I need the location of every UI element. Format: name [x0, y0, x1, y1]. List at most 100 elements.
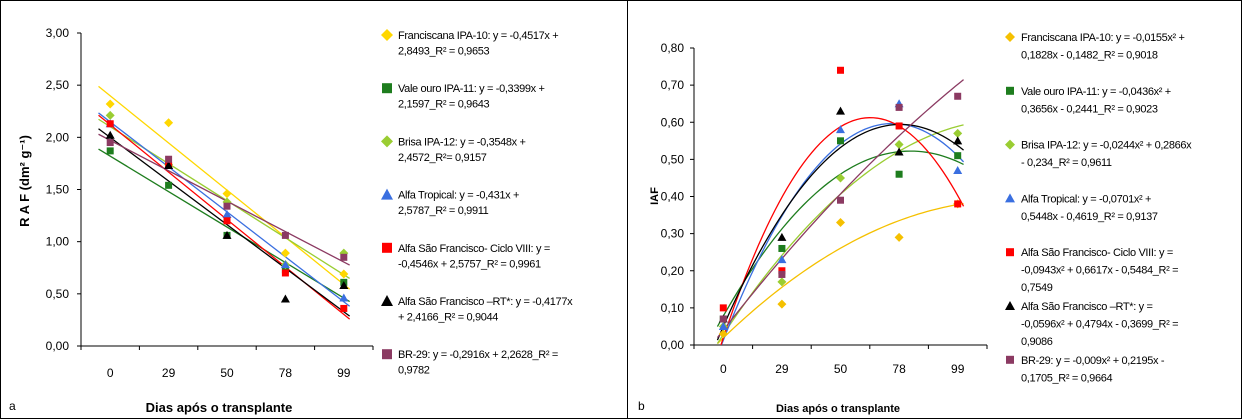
trend-line: [98, 133, 350, 266]
legend-entry-line: Alfa São Francisco- Ciclo VIII: y =: [398, 243, 550, 255]
legend-entry-line: Alfa São Francisco- Ciclo VIII: y =: [1021, 247, 1173, 259]
legend-entry-line: -0,0943x² + 0,6617x - 0,5484_R² =: [1021, 265, 1178, 277]
legend-entry: Alfa Tropical: y = -0,0701x² + 0,5448x - …: [1021, 193, 1158, 223]
y-tick-label: 0,50: [46, 287, 70, 301]
data-point: [836, 106, 845, 115]
legend-entry-line: -0,4546x + 2,5757_R² = 0,9961: [398, 258, 541, 270]
data-point: [953, 128, 963, 138]
legend-entry-line: 0,5448x - 0,4619_R² = 0,9137: [1021, 211, 1158, 223]
legend-marker: [382, 349, 392, 360]
y-axis-title: R A F (dm² g⁻¹): [17, 135, 32, 227]
trend-line: [716, 79, 964, 339]
data-point: [895, 103, 903, 111]
legend-marker: [1006, 86, 1014, 95]
data-point: [777, 255, 787, 264]
data-point: [778, 267, 786, 275]
y-tick-label: 0,80: [661, 41, 685, 55]
x-tick-label: 29: [162, 366, 176, 380]
legend-entry: Brisa IPA-12: y = -0,0244x² + 0,2866x - 0…: [1021, 140, 1192, 170]
legend-entry-line: Vale ouro IPA-11: y = -0,3399x +: [398, 83, 545, 95]
data-point: [954, 200, 962, 208]
legend-entry: Franciscana IPA-10: y = -0,4517x + 2,8493…: [398, 30, 558, 58]
data-point: [106, 147, 114, 155]
data-point: [836, 125, 845, 134]
legend-entry-line: 2,4572_R²= 0,9157: [398, 152, 487, 164]
trend-line: [98, 118, 350, 279]
legend-marker: [1006, 355, 1014, 364]
y-tick-label: 0,60: [661, 115, 685, 129]
legend-marker: [1005, 139, 1015, 150]
y-tick-label: 0,40: [661, 190, 685, 204]
data-point: [222, 230, 232, 239]
data-point: [222, 189, 232, 199]
legend-entry-line: -0,0596x² + 0,4794x - 0,3699_R² =: [1021, 319, 1178, 331]
legend-marker: [382, 242, 392, 253]
data-point: [836, 217, 845, 227]
legend-entry: Franciscana IPA-10: y = -0,0155x² + 0,182…: [1021, 32, 1185, 62]
legend-marker: [1005, 193, 1015, 203]
legend-entry-line: Alfa Tropical: y = -0,431x +: [398, 190, 519, 202]
legend-entry: BR-29: y = -0,009x² + 0,2195x - 0,1705_R²…: [1021, 355, 1165, 385]
data-point: [894, 147, 904, 156]
y-tick-label: 2,50: [46, 78, 70, 92]
legend-entry: Brisa IPA-12: y = -0,3548x + 2,4572_R²= 0…: [398, 136, 526, 164]
data-point: [165, 155, 173, 163]
legend-entry-line: Alfa Tropical: y = -0,0701x² +: [1021, 193, 1151, 205]
chart-a-svg: 0,00 0,50 1,00 1,50 2,00 2,50 3,00 0 29 50 78 99 Dia…: [9, 26, 573, 415]
x-tick-label: 0: [720, 362, 727, 376]
legend-entry: Alfa São Francisco- Ciclo VIII: y = -0,09…: [1021, 247, 1178, 294]
data-point: [953, 166, 963, 175]
data-point: [105, 99, 115, 109]
legend-entry-line: 2,8493_R² = 0,9653: [398, 46, 489, 58]
data-point: [777, 299, 787, 309]
x-axis-title: Dias após o transplante: [776, 403, 900, 415]
data-point: [340, 304, 348, 312]
panel-label: a: [9, 399, 16, 413]
legend-entry-line: Alfa São Francisco –RT*: y = -0,4177x: [398, 296, 573, 308]
data-point: [895, 170, 903, 178]
panel-label: b: [638, 399, 645, 413]
trend-line: [716, 124, 964, 344]
data-point: [777, 232, 787, 241]
data-point: [280, 260, 290, 269]
legend-entry-line: 2,5787_R² = 0,9911: [398, 205, 489, 217]
legend-entry-line: 0,9782: [398, 365, 430, 377]
data-point: [954, 92, 962, 100]
data-point: [222, 210, 232, 219]
data-point: [778, 244, 786, 252]
data-point: [837, 196, 844, 204]
data-point: [954, 152, 962, 160]
legend-entry-line: BR-29: y = -0,2916x + 2,2628_R² =: [398, 349, 558, 361]
data-point: [223, 217, 231, 225]
legend-entry-line: Franciscana IPA-10: y = -0,0155x² +: [1021, 32, 1185, 44]
data-point: [280, 248, 290, 258]
legend-marker: [381, 188, 393, 200]
legend-marker: [381, 29, 393, 41]
legend-marker: [1005, 301, 1015, 310]
chart-panel-b: 0,00 0,10 0,20 0,30 0,40 0,50 0,60 0,70 0,80 0 29 5…: [628, 0, 1242, 419]
y-tick-label: 0,10: [661, 301, 685, 315]
x-tick-label: 29: [775, 362, 789, 376]
data-point: [105, 130, 115, 139]
data-point: [165, 181, 173, 189]
data-point: [280, 294, 290, 303]
legend-entry: Alfa São Francisco- Ciclo VIII: y = -0,45…: [398, 243, 550, 270]
data-point: [105, 110, 115, 120]
data-point: [339, 293, 349, 302]
x-tick-label: 99: [951, 362, 965, 376]
legend-entry: Alfa São Francisco –RT*: y = -0,0596x² + …: [1021, 301, 1178, 348]
legend-entry-line: 2,1597_R² = 0,9643: [398, 99, 489, 111]
y-tick-label: 1,50: [46, 183, 70, 197]
data-point: [339, 269, 349, 279]
trend-line: [98, 148, 350, 303]
y-tick-label: 0,20: [661, 264, 685, 278]
data-point: [223, 202, 231, 210]
y-tick-label: 2,00: [46, 130, 70, 144]
legend-marker: [382, 83, 392, 94]
data-point: [106, 120, 114, 128]
legend-entry: Alfa Tropical: y = -0,431x + 2,5787_R² = …: [398, 190, 519, 218]
legend-entry: Alfa São Francisco –RT*: y = -0,4177x + 2…: [398, 296, 573, 324]
legend-entry-line: 0,3656x - 0,2441_R² = 0,9023: [1021, 103, 1158, 115]
legend-entry-line: 0,1705_R² = 0,9664: [1021, 372, 1112, 384]
data-point: [953, 136, 963, 145]
